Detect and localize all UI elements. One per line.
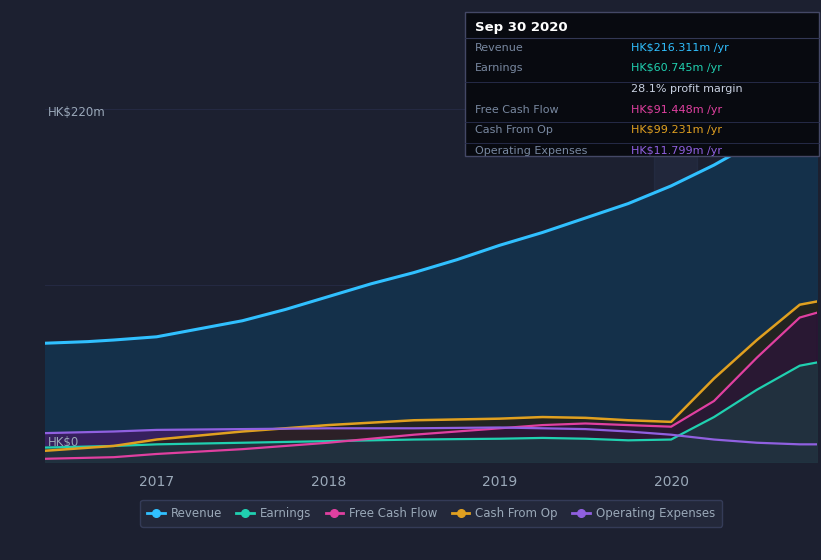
Text: HK$99.231m /yr: HK$99.231m /yr [631,125,722,136]
Text: Cash From Op: Cash From Op [475,125,553,136]
Text: Free Cash Flow: Free Cash Flow [475,105,558,115]
Text: HK$0: HK$0 [48,436,80,449]
Text: Earnings: Earnings [475,63,523,73]
Text: HK$216.311m /yr: HK$216.311m /yr [631,43,729,53]
Text: HK$220m: HK$220m [48,106,106,119]
Legend: Revenue, Earnings, Free Cash Flow, Cash From Op, Operating Expenses: Revenue, Earnings, Free Cash Flow, Cash … [140,500,722,527]
Text: Sep 30 2020: Sep 30 2020 [475,21,567,34]
Text: Operating Expenses: Operating Expenses [475,146,587,156]
Text: Revenue: Revenue [475,43,523,53]
Bar [654,90,697,462]
Text: 28.1% profit margin: 28.1% profit margin [631,84,743,94]
Text: HK$60.745m /yr: HK$60.745m /yr [631,63,722,73]
Text: HK$11.799m /yr: HK$11.799m /yr [631,146,722,156]
Text: HK$91.448m /yr: HK$91.448m /yr [631,105,722,115]
